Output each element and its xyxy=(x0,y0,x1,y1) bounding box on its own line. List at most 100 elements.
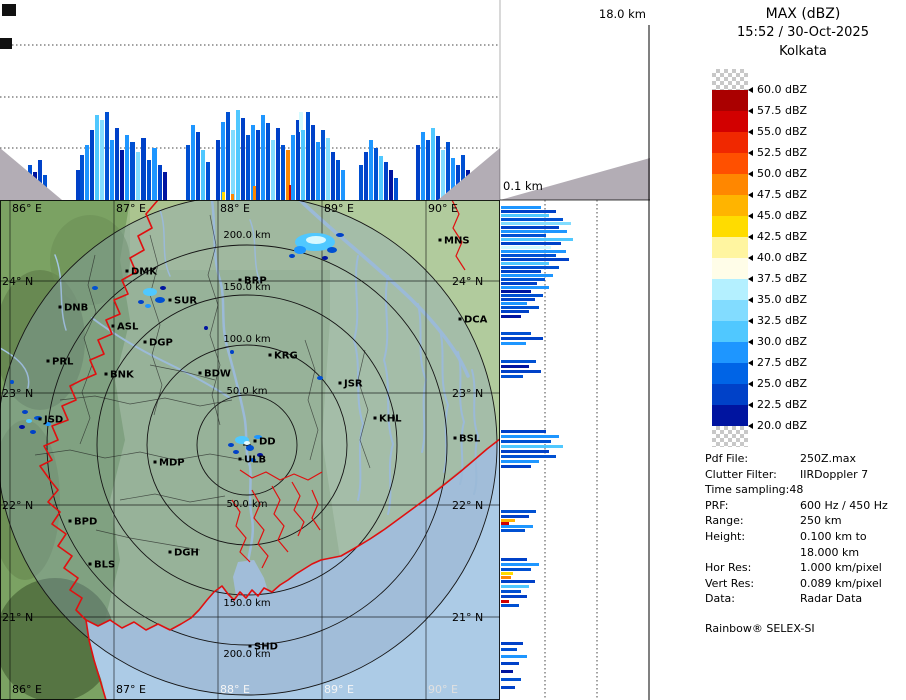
city-dot xyxy=(153,460,157,464)
city-label: KHL xyxy=(379,414,402,425)
legend-tick-arrow-icon xyxy=(748,380,753,387)
echo-cell xyxy=(30,430,36,434)
city-dot xyxy=(458,317,462,321)
lon-label-bottom: 87° E xyxy=(116,683,146,696)
echo-bar xyxy=(389,170,393,200)
echo-bar xyxy=(501,294,543,297)
echo-cell xyxy=(22,410,28,414)
terrain-delta xyxy=(322,200,500,558)
echo-bar xyxy=(501,234,546,237)
echo-bar xyxy=(501,242,561,245)
echo-bar xyxy=(501,332,531,335)
legend-label: 20.0 dBZ xyxy=(748,420,807,432)
legend-label-text: 45.0 dBZ xyxy=(757,209,808,222)
city-label: BLS xyxy=(94,560,115,571)
legend-band-15 xyxy=(712,405,748,426)
legend-label: 22.5 dBZ xyxy=(748,399,807,411)
echo-bar xyxy=(90,130,94,200)
legend-tick-arrow-icon xyxy=(748,254,753,261)
echo-bar xyxy=(416,145,420,200)
corner-mark xyxy=(0,38,12,49)
legend-label-text: 42.5 dBZ xyxy=(757,230,808,243)
city-dot xyxy=(198,371,202,375)
city-marker-DMK: DMK xyxy=(125,267,158,278)
echo-bar xyxy=(201,150,205,200)
lon-label-bottom: 89° E xyxy=(324,683,354,696)
echo-bar xyxy=(501,445,563,448)
city-label: JSD xyxy=(43,415,63,426)
range-ring-label: 200.0 km xyxy=(223,230,270,241)
meta-row: Hor Res: 1.000 km/pixel xyxy=(705,561,903,577)
echo-bar xyxy=(501,302,527,305)
echo-bar xyxy=(501,238,573,241)
echo-bar xyxy=(141,138,146,200)
city-marker-MDP: MDP xyxy=(153,458,185,469)
echo-bar xyxy=(316,142,320,200)
echo-bar xyxy=(501,595,527,598)
city-marker-ULB: ULB xyxy=(238,455,266,466)
city-marker-PRL: PRL xyxy=(46,357,74,368)
echo-bar xyxy=(152,148,157,200)
echo-bar xyxy=(501,246,551,249)
echo-bar xyxy=(321,130,325,200)
meta-label: Hor Res: xyxy=(705,561,752,575)
city-dot xyxy=(268,353,272,357)
city-label: BSL xyxy=(459,434,481,445)
echo-bar xyxy=(441,150,445,200)
terrain-hill xyxy=(0,420,60,580)
district-borders xyxy=(34,214,371,551)
latlon-labels: 86° E 86° E 87° E 87° E 88° E 88° E 89° E 89° E… xyxy=(2,202,483,696)
legend-band-2 xyxy=(712,132,748,153)
echo-bar xyxy=(326,138,330,200)
echo-bar xyxy=(421,132,425,200)
city-dot xyxy=(253,439,257,443)
echo-bar xyxy=(501,600,509,603)
legend-label: 35.0 dBZ xyxy=(748,294,807,306)
legend-label: 47.5 dBZ xyxy=(748,189,807,201)
city-marker-BLS: BLS xyxy=(88,560,115,571)
echo-bar xyxy=(76,170,80,200)
echo-bar xyxy=(369,140,373,200)
legend-band-0 xyxy=(712,90,748,111)
legend-tick-arrow-icon xyxy=(748,170,753,177)
city-dot xyxy=(248,644,252,648)
city-markers: DMK BRP MNS SUR DNB ASL DGP KRG DCA BNK BDW JSR PRL J… xyxy=(38,236,488,653)
echo-bar xyxy=(253,186,256,200)
echo-bar xyxy=(115,128,119,200)
city-marker-SUR: SUR xyxy=(168,296,197,307)
legend-tick-arrow-icon xyxy=(748,212,753,219)
city-label: DMK xyxy=(131,267,158,278)
city-dot xyxy=(46,359,50,363)
echo-bar xyxy=(191,125,195,200)
lon-label-top: 87° E xyxy=(116,202,146,215)
echo-bar xyxy=(461,155,465,200)
city-dot xyxy=(338,381,342,385)
echo-bar xyxy=(85,145,89,200)
legend-label: 27.5 dBZ xyxy=(748,357,807,369)
lat-label-right: 21° N xyxy=(452,611,483,624)
lat-label-left: 24° N xyxy=(2,275,33,288)
echo-cell xyxy=(317,376,323,380)
echo-bar xyxy=(105,112,109,200)
echo-bar xyxy=(286,150,290,200)
city-marker-DGH: DGH xyxy=(168,548,199,559)
city-dot xyxy=(238,457,242,461)
echo-cell xyxy=(145,304,151,308)
echo-bar xyxy=(501,337,543,340)
echo-bar xyxy=(331,152,335,200)
meta-row: Pdf File: 250Z.max xyxy=(705,452,903,468)
echo-bar xyxy=(276,128,280,200)
meta-row: Time sampling:48 xyxy=(705,483,903,499)
legend-cap-high xyxy=(712,69,748,90)
lat-label-right: 24° N xyxy=(452,275,483,288)
echo-bar xyxy=(226,112,230,200)
unscanned-wedge-right xyxy=(438,148,500,200)
echo-cell xyxy=(250,458,256,462)
legend-label: 40.0 dBZ xyxy=(748,252,807,264)
radar-map: DMK BRP MNS SUR DNB ASL DGP KRG DCA BNK BDW JSR PRL J… xyxy=(0,200,500,700)
city-dot xyxy=(104,372,108,376)
meta-row: Range: 250 km xyxy=(705,514,903,530)
echo-bar xyxy=(341,170,345,200)
echo-cell xyxy=(45,422,51,426)
legend-label-text: 37.5 dBZ xyxy=(757,272,808,285)
